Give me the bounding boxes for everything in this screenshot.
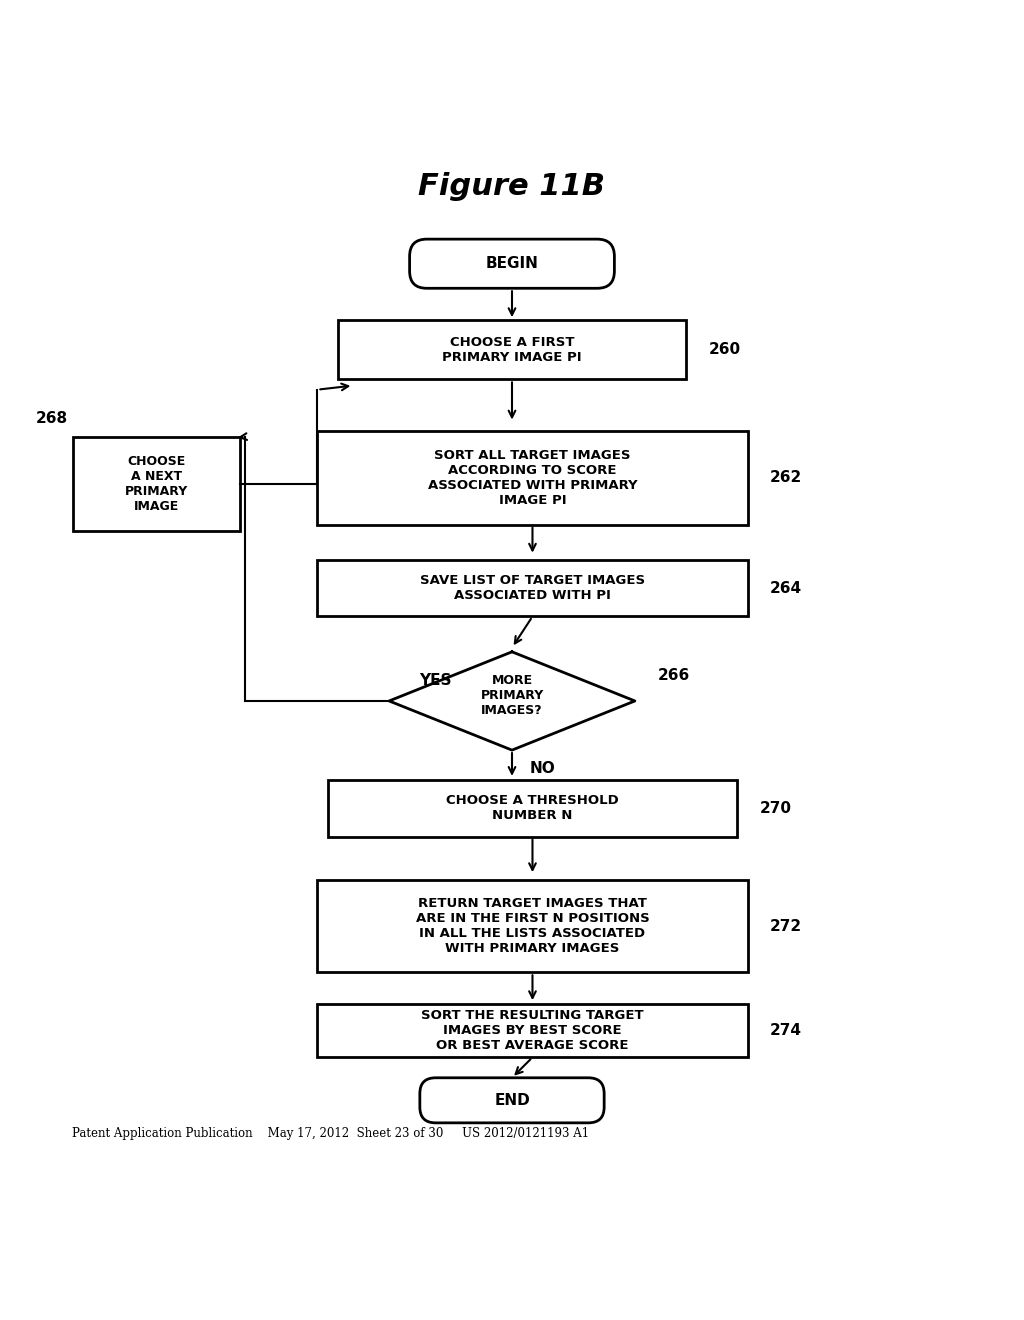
Text: 272: 272 xyxy=(770,919,802,933)
Polygon shape xyxy=(389,652,635,750)
Text: RETURN TARGET IMAGES THAT
ARE IN THE FIRST N POSITIONS
IN ALL THE LISTS ASSOCIAT: RETURN TARGET IMAGES THAT ARE IN THE FIR… xyxy=(416,898,649,956)
Bar xyxy=(317,1005,748,1057)
Bar xyxy=(328,780,737,837)
Text: 274: 274 xyxy=(770,1023,802,1039)
FancyBboxPatch shape xyxy=(410,239,614,288)
Text: CHOOSE A FIRST
PRIMARY IMAGE PI: CHOOSE A FIRST PRIMARY IMAGE PI xyxy=(442,335,582,364)
Text: 264: 264 xyxy=(770,581,802,595)
Text: SORT ALL TARGET IMAGES
ACCORDING TO SCORE
ASSOCIATED WITH PRIMARY
IMAGE PI: SORT ALL TARGET IMAGES ACCORDING TO SCOR… xyxy=(428,449,637,507)
Text: BEGIN: BEGIN xyxy=(485,256,539,271)
Text: MORE
PRIMARY
IMAGES?: MORE PRIMARY IMAGES? xyxy=(480,675,544,717)
Text: Patent Application Publication    May 17, 2012  Sheet 23 of 30     US 2012/01211: Patent Application Publication May 17, 2… xyxy=(72,1126,589,1139)
Text: NO: NO xyxy=(529,762,556,776)
Bar xyxy=(317,560,748,616)
FancyBboxPatch shape xyxy=(420,1078,604,1123)
Bar xyxy=(338,319,686,379)
Text: CHOOSE A THRESHOLD
NUMBER N: CHOOSE A THRESHOLD NUMBER N xyxy=(446,795,618,822)
Text: 260: 260 xyxy=(709,342,740,358)
Bar xyxy=(317,880,748,973)
Text: SAVE LIST OF TARGET IMAGES
ASSOCIATED WITH PI: SAVE LIST OF TARGET IMAGES ASSOCIATED WI… xyxy=(420,574,645,602)
Text: YES: YES xyxy=(419,673,452,688)
Text: Figure 11B: Figure 11B xyxy=(419,173,605,202)
Bar xyxy=(317,430,748,525)
Text: 266: 266 xyxy=(657,668,689,682)
Text: 268: 268 xyxy=(36,411,68,426)
Text: 270: 270 xyxy=(760,801,792,816)
Text: 262: 262 xyxy=(770,470,802,486)
Text: CHOOSE
A NEXT
PRIMARY
IMAGE: CHOOSE A NEXT PRIMARY IMAGE xyxy=(125,455,188,513)
Text: SORT THE RESULTING TARGET
IMAGES BY BEST SCORE
OR BEST AVERAGE SCORE: SORT THE RESULTING TARGET IMAGES BY BEST… xyxy=(421,1010,644,1052)
Bar xyxy=(74,437,240,531)
Text: END: END xyxy=(495,1093,529,1107)
